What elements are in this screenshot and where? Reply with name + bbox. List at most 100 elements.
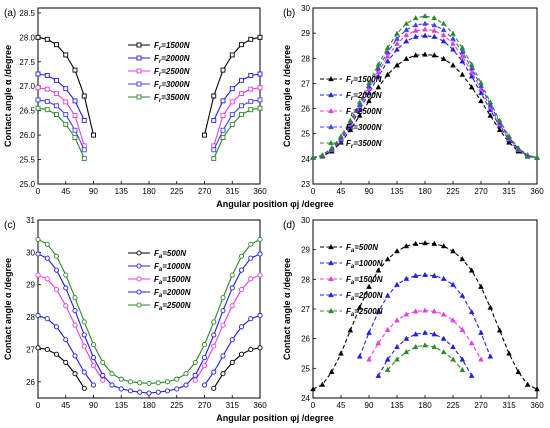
data-point (238, 324, 245, 330)
data-point (440, 32, 447, 38)
data-point (394, 317, 400, 323)
data-point (63, 337, 69, 343)
data-point (384, 326, 391, 332)
y-axis-label: Contact angle α /degree (282, 258, 292, 360)
panel-label: (d) (283, 220, 295, 231)
x-tick-label: 90 (365, 401, 374, 410)
data-point (366, 98, 372, 104)
legend-label: Fa=1500N (346, 275, 383, 286)
data-point (394, 35, 400, 41)
data-point (468, 372, 475, 378)
data-point (81, 385, 87, 391)
data-point (328, 91, 334, 98)
data-point (403, 26, 410, 32)
legend-label: Fr=1500N (154, 41, 190, 52)
data-point (229, 52, 235, 58)
x-tick-label: 0 (311, 187, 316, 196)
data-point (384, 366, 391, 372)
data-point (248, 255, 254, 261)
x-axis-label-top: Angular position φj /degree (216, 199, 333, 209)
data-point (450, 35, 456, 41)
data-point (412, 52, 419, 58)
data-point (90, 363, 97, 369)
data-point (239, 112, 244, 118)
data-point (72, 295, 78, 301)
y-tick-label: 26.5 (19, 107, 35, 116)
data-point (248, 276, 254, 282)
data-point (109, 371, 115, 377)
legend-label: Fr=2500N (154, 67, 190, 78)
panel-c: 0 45 90 135 180 225 270 315 360 26 27 28 29 30 31 Fa=50… (3, 216, 267, 410)
data-point (201, 363, 208, 369)
data-point (412, 33, 419, 39)
chart-area: 0 45 90 135 180 225 270 315 360 24 25 26 27 28 29 30 Fa=… (301, 216, 544, 410)
y-tick-label: 28.5 (19, 9, 35, 18)
data-point (35, 236, 41, 242)
data-point (44, 107, 50, 113)
data-point (72, 371, 78, 377)
legend-label: Fa=500N (346, 243, 378, 254)
data-point (366, 283, 372, 289)
data-point (53, 253, 60, 259)
series-line (37, 347, 85, 389)
data-point (384, 58, 391, 64)
data-point (35, 345, 41, 351)
data-point (440, 243, 447, 249)
data-point (44, 98, 50, 104)
data-point (54, 112, 59, 118)
data-point (54, 77, 59, 83)
x-tick-label: 0 (311, 401, 316, 410)
y-tick-label: 30 (26, 248, 35, 257)
data-point (422, 32, 428, 38)
data-point (136, 81, 142, 87)
data-point (487, 99, 494, 105)
data-point (183, 371, 189, 377)
y-tick-label: 27 (301, 305, 310, 314)
data-point (515, 145, 522, 151)
data-point (136, 302, 142, 308)
data-point (257, 251, 263, 257)
x-tick-label: 270 (474, 187, 488, 196)
data-point (257, 105, 263, 111)
data-point (211, 93, 217, 99)
plot-frame (37, 219, 261, 399)
data-point (506, 350, 512, 356)
y-tick-label: 26 (26, 378, 35, 387)
data-point (53, 324, 60, 330)
data-point (44, 241, 50, 247)
data-point (72, 98, 78, 104)
data-point (394, 356, 400, 362)
data-point (422, 342, 428, 348)
data-point (394, 343, 400, 350)
panel-label: (a) (4, 8, 16, 19)
data-point (431, 308, 438, 314)
data-point (248, 73, 254, 78)
data-point (450, 356, 456, 362)
data-point (403, 55, 410, 61)
data-point (63, 285, 69, 291)
data-point (450, 317, 456, 323)
data-point (431, 331, 438, 337)
data-point (53, 267, 60, 273)
data-point (257, 272, 263, 278)
y-tick-label: 29 (301, 29, 310, 38)
data-point (431, 52, 438, 58)
data-point (478, 329, 484, 335)
legend-label: Fr=2000N (346, 91, 382, 102)
data-point (211, 156, 217, 162)
data-point (35, 312, 41, 319)
data-point (220, 135, 226, 141)
x-tick-label: 180 (142, 187, 156, 196)
data-point (137, 389, 143, 395)
data-point (220, 98, 226, 104)
data-point (146, 390, 152, 396)
series-line (37, 238, 261, 384)
data-point (118, 376, 124, 382)
x-tick-label: 225 (446, 187, 460, 196)
data-point (459, 71, 466, 77)
data-point (403, 243, 410, 249)
data-point (366, 79, 372, 86)
data-point (44, 346, 50, 353)
data-point (524, 152, 531, 158)
data-point (174, 386, 180, 392)
